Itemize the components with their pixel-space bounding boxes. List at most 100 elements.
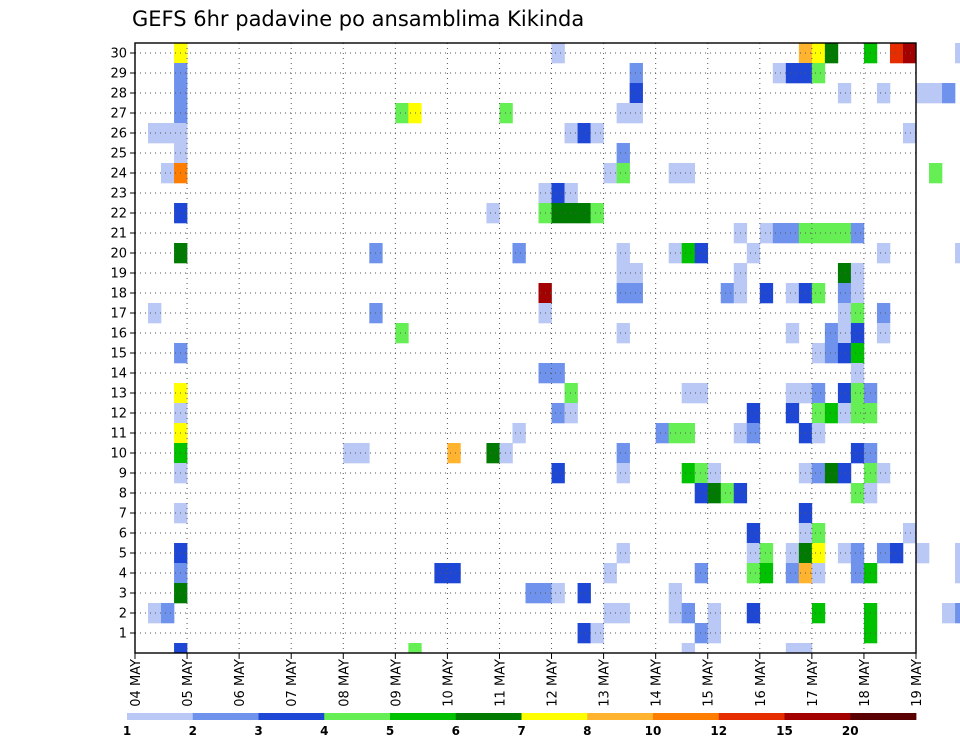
precip-cell: [942, 83, 956, 104]
x-tick-label: 16 MAY: [754, 659, 769, 707]
precip-cell: [942, 603, 956, 624]
precip-cell: [616, 603, 630, 624]
precip-cell: [955, 43, 960, 64]
precip-cell: [772, 223, 787, 244]
precip-cell: [551, 183, 565, 204]
y-tick-label: 9: [119, 467, 127, 482]
precip-cell: [785, 383, 800, 404]
precip-cell: [759, 543, 774, 564]
colorbar: 1 2 3 4 5 6 7 8 10 12 15 20: [123, 713, 917, 738]
y-tick-label: 2: [119, 607, 127, 622]
precip-cell: [785, 63, 800, 84]
precip-cell: [616, 443, 630, 464]
colorbar-swatch: [784, 713, 851, 720]
y-tick-label: 14: [110, 367, 127, 382]
colorbar-label: 7: [517, 724, 525, 738]
precip-cell: [616, 283, 630, 304]
precip-cell: [876, 83, 891, 104]
precip-cell: [850, 223, 865, 244]
precip-cell: [681, 423, 696, 444]
precip-cell: [577, 623, 591, 644]
precip-cell: [824, 403, 839, 424]
precip-cell: [837, 383, 852, 404]
y-tick-label: 23: [110, 187, 127, 202]
precip-cell: [616, 143, 630, 164]
precip-cell: [850, 383, 865, 404]
precip-cell: [811, 463, 826, 484]
y-tick-label: 21: [110, 227, 127, 242]
precip-cell: [785, 643, 800, 654]
precip-cell: [785, 403, 800, 424]
x-tick-label: 08 MAY: [337, 659, 352, 707]
precip-cell: [694, 483, 709, 504]
y-tick-label: 30: [110, 47, 127, 62]
precip-cell: [629, 103, 643, 124]
precip-cell: [746, 423, 761, 444]
precip-cell: [694, 463, 709, 484]
precip-cell: [955, 563, 960, 584]
y-tick-label: 16: [110, 327, 127, 342]
precip-cell: [811, 223, 826, 244]
precip-cell: [707, 463, 722, 484]
x-tick-label: 15 MAY: [702, 659, 717, 707]
precip-cell: [681, 463, 696, 484]
precip-cell: [681, 643, 696, 654]
precip-cell: [798, 643, 813, 654]
chart-title: GEFS 6hr padavine po ansamblima Kikinda: [132, 7, 584, 31]
colorbar-label: 1: [123, 724, 131, 738]
colorbar-swatch: [455, 713, 522, 720]
x-tick-label: 10 MAY: [441, 659, 456, 707]
y-tick-label: 10: [110, 447, 127, 462]
precip-cell: [759, 283, 774, 304]
precip-cell: [916, 83, 930, 104]
colorbar-swatch: [587, 713, 654, 720]
colorbar-swatch: [192, 713, 259, 720]
x-tick-label: 14 MAY: [650, 659, 665, 707]
precip-cell: [811, 383, 826, 404]
colorbar-swatch: [390, 713, 457, 720]
precip-cell: [837, 343, 852, 364]
precip-cell: [824, 223, 839, 244]
y-tick-label: 3: [119, 587, 127, 602]
precip-cell: [824, 323, 839, 344]
colorbar-label: 12: [710, 724, 727, 738]
colorbar-label: 20: [842, 724, 859, 738]
x-tick-label: 07 MAY: [285, 659, 300, 707]
precip-cell: [929, 163, 943, 184]
precip-cell: [889, 43, 904, 64]
precip-cell: [824, 343, 839, 364]
colorbar-swatch: [521, 713, 588, 720]
precip-cell: [811, 43, 826, 64]
precip-cell: [785, 563, 800, 584]
precip-cell: [746, 603, 761, 624]
precip-cell: [434, 563, 448, 584]
y-tick-label: 24: [110, 167, 127, 182]
precip-cell: [616, 243, 630, 264]
precip-cell: [161, 123, 175, 144]
precip-cell: [694, 563, 709, 584]
x-axis: 04 MAY 05 MAY 06 MAY 07 MAY 08 MAY 09 MAY 10 M…: [129, 653, 925, 707]
precip-cell: [785, 283, 800, 304]
precip-cell: [681, 243, 696, 264]
y-tick-label: 5: [119, 547, 127, 562]
precip-cell: [850, 323, 865, 344]
y-tick-label: 26: [110, 127, 127, 142]
x-tick-label: 18 MAY: [858, 659, 873, 707]
precip-cell: [746, 543, 761, 564]
colorbar-swatch: [653, 713, 720, 720]
precip-cell: [694, 243, 709, 264]
precip-cell: [811, 403, 826, 424]
precip-cell: [902, 43, 917, 64]
precip-cell: [811, 423, 826, 444]
precip-cell: [889, 543, 904, 564]
y-tick-label: 13: [110, 387, 127, 402]
y-tick-label: 19: [110, 267, 127, 282]
precip-cell: [746, 523, 761, 544]
precip-cell: [850, 403, 865, 424]
precip-cell: [564, 203, 578, 224]
precip-cell: [837, 463, 852, 484]
precip-cell: [564, 403, 578, 424]
precip-cell: [577, 123, 591, 144]
precip-cell: [486, 443, 500, 464]
colorbar-label: 10: [645, 724, 662, 738]
